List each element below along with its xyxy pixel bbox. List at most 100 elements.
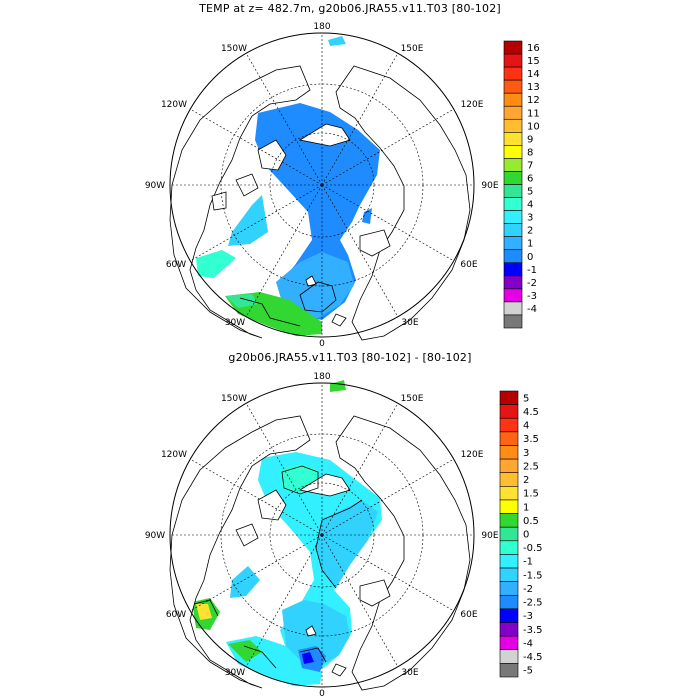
- colorbar-label: 8: [527, 147, 533, 158]
- lon-label: 30W: [225, 668, 245, 678]
- colorbar-label: -2: [523, 584, 533, 595]
- colorbar-swatch: [499, 663, 519, 678]
- landmass-top: [169, 65, 471, 341]
- colorbar-label: 6: [527, 173, 533, 184]
- colorbar-swatch: [503, 145, 523, 159]
- colorbar-label: 1: [523, 502, 529, 513]
- landmass-bottom: [169, 415, 471, 691]
- colorbar-label: -4: [527, 304, 537, 315]
- colorbar-swatch: [503, 210, 523, 224]
- lon-label: 180: [313, 22, 330, 32]
- colorbar-swatch: [499, 499, 519, 514]
- contour-lines-top: [239, 281, 337, 327]
- colorbar-swatch: [503, 92, 523, 107]
- colorbar-swatch: [499, 458, 519, 474]
- colorbar-swatch: [503, 301, 523, 316]
- contour-lines-bottom: [193, 465, 363, 669]
- colorbar-swatch: [503, 314, 523, 329]
- colorbar-label: 4: [527, 200, 533, 211]
- colorbar-swatch: [503, 132, 523, 146]
- panel-title-difference: g20b06.JRA55.v11.T03 [80-102] - [80-102]: [228, 351, 472, 364]
- colorbar-swatch: [499, 404, 519, 419]
- colorbar-swatch: [499, 417, 519, 433]
- lon-label: 150W: [221, 44, 247, 54]
- colorbar-swatch: [503, 249, 523, 264]
- longitude-labels-bottom: 180 150W 150E 120W 120E 90W 90E 60W 60E …: [145, 372, 499, 699]
- colorbar-label: -1: [523, 557, 533, 568]
- colorbar-label: 10: [527, 121, 540, 132]
- colorbar-swatch: [499, 567, 519, 582]
- colorbar-swatch: [499, 431, 519, 446]
- colorbar-swatch: [499, 445, 519, 460]
- colorbar-label: -0.5: [523, 543, 543, 554]
- panel-title-temperature: TEMP at z= 482.7m, g20b06.JRA55.v11.T03 …: [199, 2, 501, 15]
- colorbar-label: 16: [527, 43, 540, 54]
- colorbar-swatch: [499, 472, 519, 487]
- colorbar-swatch: [499, 649, 519, 664]
- lon-label: 120W: [161, 450, 187, 460]
- colorbar-swatch: [503, 184, 523, 198]
- colorbar-swatch: [503, 118, 523, 133]
- map-boundary-bottom: [169, 382, 475, 688]
- colorbar-swatch: [503, 53, 523, 68]
- colorbar-label: -5: [523, 666, 533, 677]
- colorbar-label: 11: [527, 108, 540, 119]
- colorbar-label: 1.5: [523, 489, 539, 500]
- colorbar-swatch: [503, 40, 523, 55]
- lon-label: 120W: [161, 100, 187, 110]
- lon-label: 60W: [166, 260, 186, 270]
- colorbar-swatch: [499, 622, 519, 637]
- colorbar-label: -1.5: [523, 570, 543, 581]
- colorbar-label: 4.5: [523, 407, 539, 418]
- colorbar-swatch: [499, 635, 519, 651]
- colorbar-swatch: [499, 513, 519, 528]
- colorbar-label: 2.5: [523, 461, 539, 472]
- colorbar-swatch: [503, 262, 523, 277]
- lon-label: 90W: [145, 531, 165, 541]
- colorbar-swatch: [503, 275, 523, 290]
- colorbar-swatch: [503, 105, 523, 120]
- colorbar-label: 0: [527, 252, 533, 263]
- colorbar-swatch: [503, 197, 523, 211]
- colorbar-label: -2.5: [523, 598, 543, 609]
- colorbar-swatch: [503, 171, 523, 185]
- colorbar-swatch: [499, 390, 519, 405]
- colorbar-label: 0.5: [523, 516, 539, 527]
- colorbar-label: 2: [527, 226, 533, 237]
- colorbar-swatch: [503, 66, 523, 81]
- lon-label: 0: [319, 339, 325, 349]
- lon-label: 90E: [481, 531, 498, 541]
- polar-map-top: 180 150W 150E 120W 120E 90W 90E 60W 60E …: [145, 22, 540, 349]
- colorbar-label: 1: [527, 239, 533, 250]
- lon-label: 90W: [145, 181, 165, 191]
- lon-label: 150E: [401, 44, 424, 54]
- lon-label: 30E: [401, 668, 418, 678]
- colorbar-label: 3: [527, 213, 533, 224]
- lon-label: 180: [313, 372, 330, 382]
- colorbar-bottom: 5 4.5 4 3.5 3 2.5 2 1.5 1 0.5 0 -0.5 -1 -1.5 -2 -2.5 -3 -…: [499, 390, 543, 678]
- colorbar-label: 13: [527, 82, 540, 93]
- colorbar-label: 2: [523, 475, 529, 486]
- lon-label: 120E: [461, 100, 484, 110]
- colorbar-label: -3.5: [523, 625, 543, 636]
- colorbar-swatch: [503, 288, 523, 303]
- lon-label: 150E: [401, 394, 424, 404]
- colorbar-label: -4: [523, 638, 533, 649]
- lon-label: 120E: [461, 450, 484, 460]
- colorbar-label: 4: [523, 421, 529, 432]
- colorbar-label: 12: [527, 95, 540, 106]
- colorbar-swatch: [499, 526, 519, 542]
- colorbar-label: 7: [527, 160, 533, 171]
- colorbar-swatch: [503, 236, 523, 251]
- colorbar-label: -1: [527, 265, 537, 276]
- colorbar-label: 15: [527, 56, 540, 67]
- colorbar-label: 0: [523, 530, 529, 541]
- colorbar-swatch: [499, 540, 519, 555]
- lon-label: 60W: [166, 610, 186, 620]
- colorbar-label: 14: [527, 69, 540, 80]
- map-boundary-top: [169, 32, 475, 338]
- lon-label: 0: [319, 689, 325, 699]
- colorbar-label: 5: [523, 393, 529, 404]
